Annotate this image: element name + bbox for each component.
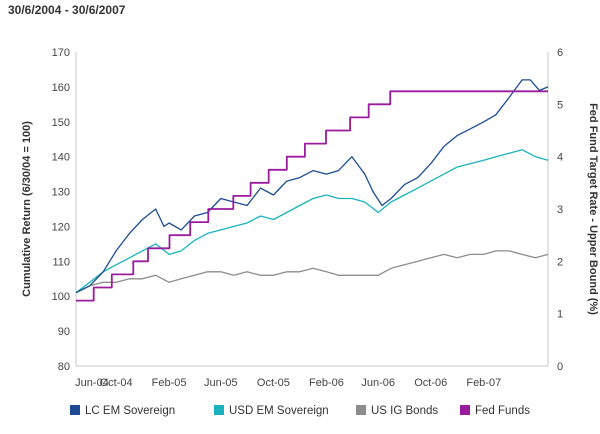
chart-subtitle: 30/6/2004 - 30/6/2007 bbox=[8, 3, 126, 17]
legend-label-fed-funds: Fed Funds bbox=[475, 405, 530, 417]
left-tick-label: 170 bbox=[52, 47, 70, 59]
left-tick-label: 130 bbox=[52, 187, 70, 199]
x-tick-label: Jun-06 bbox=[361, 377, 395, 389]
series-line-usd-em-sovereign bbox=[75, 149, 549, 294]
legend-label-us-ig-bonds: US IG Bonds bbox=[371, 405, 438, 417]
x-tick-label: Oct-04 bbox=[100, 377, 133, 389]
left-tick-label: 150 bbox=[52, 117, 70, 129]
left-tick-label: 110 bbox=[52, 256, 70, 268]
x-tick-label: Feb-05 bbox=[152, 377, 187, 389]
series-line-us-ig-bonds bbox=[75, 250, 549, 294]
x-tick-label: Feb-06 bbox=[309, 377, 344, 389]
right-tick-label: 5 bbox=[557, 99, 563, 111]
left-tick-label: 120 bbox=[52, 221, 70, 233]
legend-swatch-us-ig-bonds bbox=[356, 405, 366, 415]
legend-label-usd-em-sovereign: USD EM Sovereign bbox=[229, 405, 329, 417]
x-tick-label: Jun-05 bbox=[204, 377, 238, 389]
right-tick-label: 4 bbox=[557, 152, 563, 164]
legend-swatch-lc-em-sovereign bbox=[70, 405, 80, 415]
right-tick-label: 3 bbox=[557, 204, 563, 216]
right-tick-label: 6 bbox=[557, 47, 563, 59]
series-line-lc-em-sovereign bbox=[75, 79, 549, 294]
x-tick-label: Jun-04 bbox=[75, 377, 109, 389]
legend-swatch-usd-em-sovereign bbox=[214, 405, 224, 415]
legend-label-lc-em-sovereign: LC EM Sovereign bbox=[85, 405, 175, 417]
left-tick-label: 160 bbox=[52, 82, 70, 94]
series-line-fed-funds bbox=[76, 90, 548, 302]
left-tick-label: 90 bbox=[58, 326, 70, 338]
right-y-axis: 0 1 2 3 4 5 6 bbox=[557, 47, 563, 373]
left-tick-label: 80 bbox=[58, 361, 70, 373]
series-layer bbox=[75, 79, 549, 302]
left-axis-title: Cumulative Return (6/30/04 = 100) bbox=[21, 121, 33, 297]
plot-area bbox=[75, 52, 549, 367]
right-tick-label: 2 bbox=[557, 256, 563, 268]
x-tick-label: Feb-07 bbox=[466, 377, 501, 389]
right-axis-title: Fed Fund Target Rate - Upper Bound (%) bbox=[587, 103, 599, 315]
x-tick-label: Oct-06 bbox=[414, 377, 447, 389]
right-tick-label: 1 bbox=[557, 309, 563, 321]
right-tick-label: 0 bbox=[557, 361, 563, 373]
left-y-axis: 80 90 100 110 120 130 140 150 160 170 bbox=[52, 47, 70, 373]
x-tick-label: Oct-05 bbox=[257, 377, 290, 389]
left-tick-label: 100 bbox=[52, 291, 70, 303]
legend-swatch-fed-funds bbox=[460, 405, 470, 415]
left-tick-label: 140 bbox=[52, 152, 70, 164]
legend: LC EM Sovereign USD EM Sovereign US IG Bon… bbox=[70, 405, 530, 417]
